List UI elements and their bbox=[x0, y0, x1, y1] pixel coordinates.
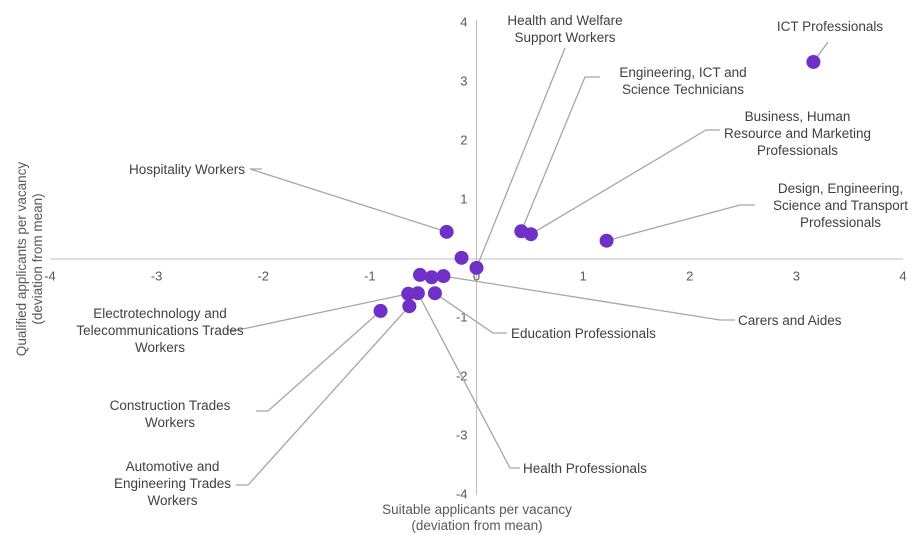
leader-line bbox=[226, 293, 409, 331]
leader-line bbox=[434, 292, 507, 334]
point-label: Health and Welfare Support Workers bbox=[507, 13, 623, 45]
y-tick-label: -3 bbox=[456, 427, 468, 442]
y-axis-title: Qualified applicants per vacancy (deviat… bbox=[14, 161, 45, 357]
y-tick-label: 1 bbox=[460, 191, 467, 206]
point-label: Hospitality Workers bbox=[128, 162, 245, 177]
x-tick-label: 1 bbox=[580, 268, 587, 283]
point bbox=[373, 303, 388, 318]
point bbox=[410, 286, 425, 301]
leader-line bbox=[443, 275, 735, 321]
leader-line bbox=[236, 305, 410, 486]
leader-line bbox=[475, 47, 566, 269]
point-label: Design, Engineering, Science and Transpo… bbox=[772, 181, 909, 230]
x-axis-title: Suitable applicants per vacancy (deviati… bbox=[382, 502, 572, 533]
x-tick-label: -1 bbox=[364, 268, 376, 283]
x-tick-label: 3 bbox=[793, 268, 800, 283]
x-tick-label: 0 bbox=[473, 268, 480, 283]
x-tick-label: -2 bbox=[257, 268, 269, 283]
point-label: Education Professionals bbox=[511, 326, 656, 341]
leader-line bbox=[249, 168, 447, 233]
y-tick-label: -1 bbox=[456, 309, 468, 324]
point bbox=[439, 224, 454, 239]
point-label: Business, Human Resource and Marketing P… bbox=[723, 109, 872, 158]
point bbox=[454, 250, 469, 265]
point bbox=[424, 270, 439, 285]
y-tick-label: 2 bbox=[460, 132, 467, 147]
point-label: Construction Trades Workers bbox=[109, 398, 231, 430]
point-label: Engineering, ICT and Science Technicians bbox=[619, 65, 747, 97]
point bbox=[427, 286, 442, 301]
point-label: Carers and Aides bbox=[738, 313, 842, 328]
leader-line bbox=[530, 129, 720, 235]
point-label: Automotive and Engineering Trades Worker… bbox=[113, 459, 232, 508]
point bbox=[514, 224, 529, 239]
point-label: ICT Professionals bbox=[776, 19, 884, 34]
point bbox=[469, 260, 484, 275]
leader-line bbox=[256, 310, 381, 412]
x-tick-label: -3 bbox=[151, 268, 163, 283]
x-tick-label: -4 bbox=[44, 268, 56, 283]
point bbox=[599, 233, 614, 248]
point-label: Electrotechnology and Telecommunications… bbox=[76, 306, 244, 355]
point bbox=[806, 54, 821, 69]
point bbox=[412, 267, 427, 282]
y-tick-label: 4 bbox=[460, 14, 467, 29]
point-label: Health Professionals bbox=[523, 461, 647, 476]
x-tick-label: 4 bbox=[899, 268, 906, 283]
y-tick-label: 3 bbox=[460, 73, 467, 88]
leader-line bbox=[520, 76, 600, 232]
point bbox=[402, 299, 417, 314]
x-tick-label: 2 bbox=[686, 268, 693, 283]
y-tick-label: -4 bbox=[456, 486, 468, 501]
leader-line bbox=[606, 204, 755, 242]
leader-line bbox=[417, 292, 520, 469]
point bbox=[436, 269, 451, 284]
